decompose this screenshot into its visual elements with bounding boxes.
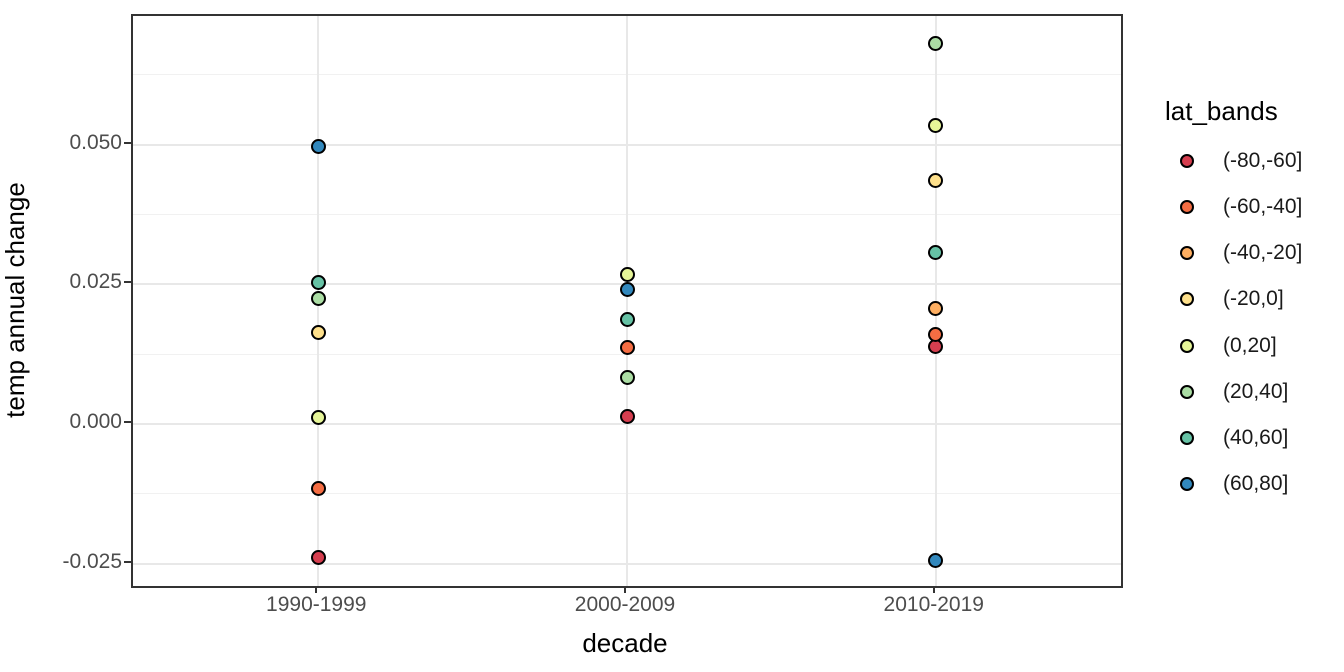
legend: lat_bands (-80,-60] (-60,-40] (-40,-20] (-2… — [1148, 0, 1344, 672]
y-tick-label: 0.025 — [69, 270, 122, 294]
legend-key-dot — [1180, 338, 1194, 353]
data-point — [928, 300, 944, 316]
data-point — [928, 552, 944, 568]
legend-key-dot — [1180, 200, 1194, 215]
x-tick-label: 2000-2009 — [574, 593, 676, 616]
legend-label: (60,80] — [1223, 472, 1289, 496]
x-axis-title: decade — [582, 628, 668, 658]
data-point — [310, 550, 326, 565]
y-tick-mark — [124, 281, 131, 284]
x-tick-mark — [932, 586, 935, 593]
data-point — [619, 267, 635, 283]
legend-label: (0,20] — [1223, 333, 1277, 357]
y-axis-title: temp annual change — [0, 182, 30, 418]
legend-label: (-60,-40] — [1223, 195, 1303, 219]
y-tick-label: 0.000 — [69, 409, 122, 433]
legend-label: (-20,0] — [1223, 287, 1284, 311]
legend-key-dot — [1180, 292, 1194, 307]
data-point — [310, 291, 326, 307]
x-tick-mark — [315, 586, 318, 593]
data-point — [310, 481, 326, 497]
legend-key-dot — [1180, 384, 1194, 399]
y-tick-mark — [124, 560, 131, 563]
legend-label: (40,60] — [1223, 425, 1289, 449]
x-tick-label: 2010-2019 — [883, 593, 984, 616]
legend-key-dot — [1180, 246, 1194, 261]
plot-panel — [131, 14, 1123, 588]
data-point — [928, 36, 944, 52]
data-point — [619, 311, 635, 327]
legend-title: lat_bands — [1165, 96, 1278, 126]
data-point — [928, 173, 944, 189]
data-point — [619, 339, 635, 355]
data-point — [310, 275, 326, 291]
x-tick-mark — [624, 586, 626, 593]
data-point — [310, 409, 326, 425]
legend-key-dot — [1180, 430, 1194, 445]
major-gridline-vertical — [626, 16, 628, 586]
legend-label: (20,40] — [1223, 379, 1289, 403]
legend-label: (-80,-60] — [1223, 149, 1303, 172]
y-tick-mark — [124, 420, 131, 423]
y-tick-label: -0.025 — [62, 549, 122, 573]
legend-label: (-40,-20] — [1223, 241, 1303, 265]
data-point — [619, 369, 635, 385]
data-point — [310, 138, 326, 154]
data-point — [928, 245, 944, 261]
data-point — [928, 118, 944, 134]
legend-key-dot — [1180, 477, 1194, 492]
legend-key-dot — [1180, 154, 1194, 168]
x-tick-label: 1990-1999 — [266, 593, 367, 616]
data-point — [928, 327, 944, 343]
data-point — [310, 324, 326, 340]
data-point — [619, 408, 635, 424]
y-tick-label: 0.050 — [69, 130, 122, 154]
y-tick-mark — [124, 141, 131, 144]
data-point — [619, 282, 635, 298]
